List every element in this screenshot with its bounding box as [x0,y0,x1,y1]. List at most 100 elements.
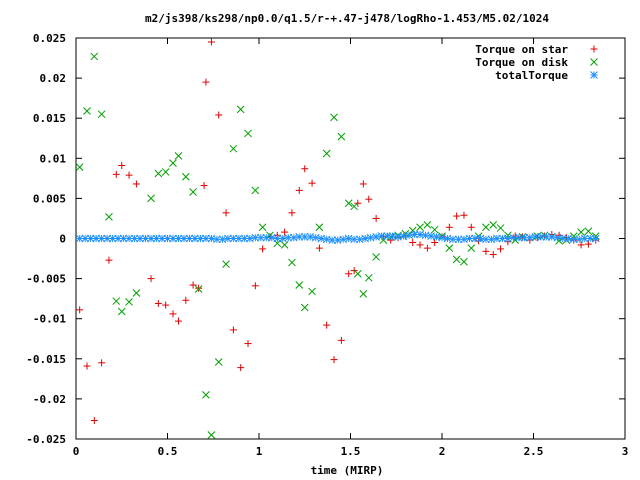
star-point [431,239,439,247]
total-point [377,232,386,240]
star-point [244,340,252,348]
x-axis-label: time (MIRP) [311,464,384,477]
disk-point [330,113,338,122]
total-point [482,235,490,244]
disk-point [258,223,267,232]
legend-marker-1 [590,45,598,53]
star-point [423,244,431,252]
star-point [118,162,126,170]
y-tick-label: -0.01 [33,313,66,326]
star-point [202,78,210,86]
total-point [580,234,589,243]
disk-point [236,105,245,114]
star-point [577,241,585,249]
total-point [180,234,188,243]
star-point [301,165,309,173]
star-point [222,209,230,217]
disk-point [147,194,155,203]
disk-point [280,241,289,249]
star-point [169,310,177,318]
y-tick-label: -0.025 [26,433,66,446]
disk-point [496,224,505,232]
disk-point [353,269,362,278]
y-tick-label: 0.02 [40,72,67,85]
star-point [125,171,133,179]
disk-point [423,221,432,229]
star-point [323,321,331,329]
star-point [195,284,203,292]
disk-point [132,289,141,297]
total-point [114,234,122,243]
star-point [174,317,182,325]
disk-point [202,391,210,399]
disk-point [344,199,353,208]
total-point [410,230,419,239]
disk-point [105,212,113,221]
disk-point [181,172,190,181]
total-point [75,234,84,243]
star-point [215,111,223,119]
disk-point [577,228,585,236]
total-point [92,234,100,243]
disk-point [161,168,170,176]
legend-label-star: Torque on star [475,43,568,56]
star-point [372,214,380,222]
disk-point [222,260,230,269]
x-tick-label: 2 [439,445,446,458]
total-point [251,233,260,242]
star-point [288,209,296,217]
disk-point [229,144,238,153]
star-point [445,223,453,231]
disk-point [408,226,417,235]
star-point [132,180,140,188]
disk-point [350,202,359,211]
star-point [460,211,468,219]
total-point [350,235,359,244]
star-point [154,299,162,307]
star-point [259,245,267,253]
disk-point [452,255,461,264]
star-point [207,38,215,46]
disk-point [445,244,454,252]
y-tick-label: -0.005 [26,273,66,286]
star-point [416,241,424,249]
star-point [295,186,303,194]
total-point [224,234,232,243]
star-point [147,275,155,283]
series-2 [75,52,600,439]
disk-point [194,285,203,293]
chart-title: m2/js398/ks298/np0.0/q1.5/r-+.47-j478/lo… [145,12,549,25]
star-point [162,301,170,309]
y-tick-label: 0 [59,233,66,246]
disk-point [83,107,91,115]
star-point [112,170,120,178]
total-point [536,233,545,241]
x-tick-label: 0.5 [158,445,178,458]
disk-point [337,132,346,141]
star-point [200,182,208,190]
disk-point [460,257,468,266]
star-point [365,195,373,203]
star-point [337,336,345,344]
star-point [409,239,417,247]
x-tick-label: 2.5 [524,445,544,458]
star-point [345,270,353,278]
total-point [262,233,271,242]
total-point [202,234,210,243]
disk-point [214,358,223,366]
star-point [315,244,323,252]
disk-point [112,297,121,305]
star-point [482,247,490,255]
y-tick-label: -0.02 [33,393,66,406]
total-point [531,233,540,241]
star-point [98,359,106,367]
disk-point [467,244,476,252]
x-tick-label: 0 [73,445,80,458]
star-point [308,179,316,187]
star-point [189,281,197,289]
total-point [421,231,430,240]
disk-point [97,110,106,119]
total-point [311,233,320,242]
series-1 [76,38,600,425]
total-point [158,234,166,243]
